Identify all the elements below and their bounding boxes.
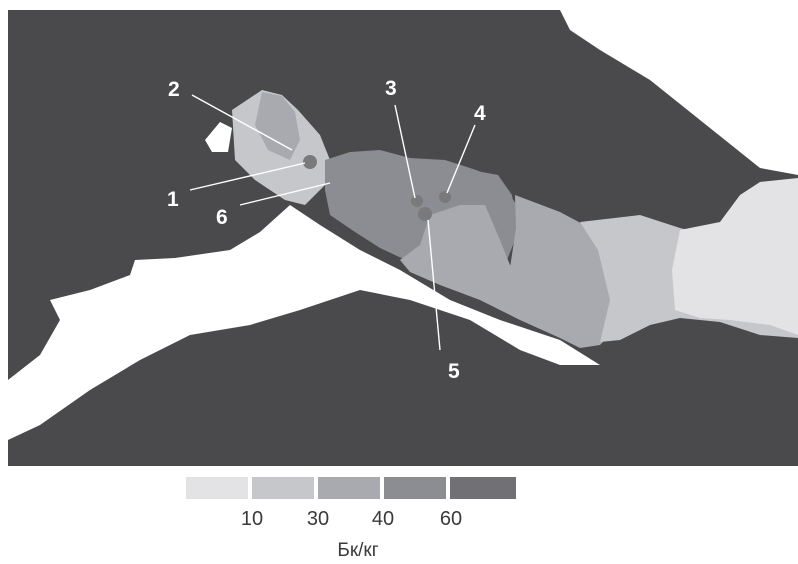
legend-tick-10: 10 — [240, 508, 264, 530]
legend-swatch-3 — [318, 477, 380, 499]
marker-label-1: 1 — [167, 188, 179, 211]
legend-swatch-4 — [384, 477, 446, 499]
land-area-northeast — [560, 10, 798, 175]
legend-unit-label: Бк/кг — [337, 540, 379, 561]
land-island — [205, 122, 232, 152]
zone-level-3-center — [400, 205, 610, 348]
contamination-map: 2 1 6 3 4 5 — [8, 10, 798, 466]
legend-tick-60: 60 — [439, 508, 463, 530]
leader-line-2 — [191, 94, 293, 151]
legend-swatch-1 — [186, 477, 248, 499]
legend-swatch-2 — [252, 477, 314, 499]
marker-label-2: 2 — [168, 78, 180, 101]
zone-level-3 — [255, 92, 300, 160]
marker-label-4: 4 — [474, 102, 486, 125]
leader-line-4 — [446, 124, 476, 194]
leader-line-5 — [427, 219, 441, 351]
marker-label-3: 3 — [385, 77, 397, 100]
leader-line-6 — [239, 182, 331, 206]
sample-point-5 — [418, 207, 432, 221]
leader-line-3 — [394, 104, 416, 199]
legend-color-bar — [186, 477, 518, 499]
sample-point-3 — [411, 195, 423, 207]
marker-label-6: 6 — [216, 206, 228, 229]
sample-point-1 — [303, 155, 317, 169]
legend-tick-30: 30 — [306, 508, 330, 530]
land-area-southwest — [8, 205, 600, 440]
marker-label-5: 5 — [448, 360, 460, 383]
zone-level-1-east — [672, 178, 798, 335]
leader-line-1 — [189, 162, 306, 191]
sample-point-4 — [439, 191, 451, 203]
legend-swatch-5 — [450, 477, 516, 499]
legend-tick-40: 40 — [371, 508, 395, 530]
